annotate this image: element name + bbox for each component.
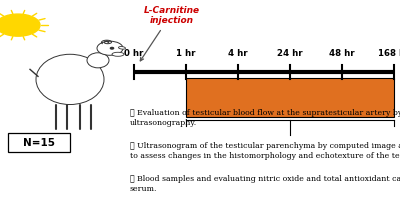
Text: ❖ Blood samples and evaluating nitric oxide and total antioxidant capacity in th: ❖ Blood samples and evaluating nitric ox…: [130, 174, 400, 192]
Text: ❖ Evaluation of testicular blood flow at the supratesticular artery by pulsed Do: ❖ Evaluation of testicular blood flow at…: [130, 108, 400, 126]
Text: 0 hr: 0 hr: [124, 49, 144, 58]
Ellipse shape: [112, 53, 124, 57]
Text: ❖ Ultrasonogram of the testicular parenchyma by computed image analysis system
t: ❖ Ultrasonogram of the testicular parenc…: [130, 141, 400, 159]
Text: 1 hr: 1 hr: [176, 49, 196, 58]
Bar: [8, 133, 70, 152]
Circle shape: [0, 15, 40, 37]
Text: N=15: N=15: [23, 137, 55, 147]
Ellipse shape: [118, 47, 126, 50]
Circle shape: [110, 48, 114, 50]
Ellipse shape: [87, 54, 109, 68]
Text: 24 hr: 24 hr: [277, 49, 303, 58]
Text: 48 hr: 48 hr: [329, 49, 355, 58]
Bar: [186, 79, 394, 117]
Ellipse shape: [36, 55, 104, 105]
Text: 168 hr: 168 hr: [378, 49, 400, 58]
Text: 4 hr: 4 hr: [228, 49, 248, 58]
Text: L-Carnitine
injection: L-Carnitine injection: [144, 6, 200, 25]
Ellipse shape: [97, 42, 123, 56]
